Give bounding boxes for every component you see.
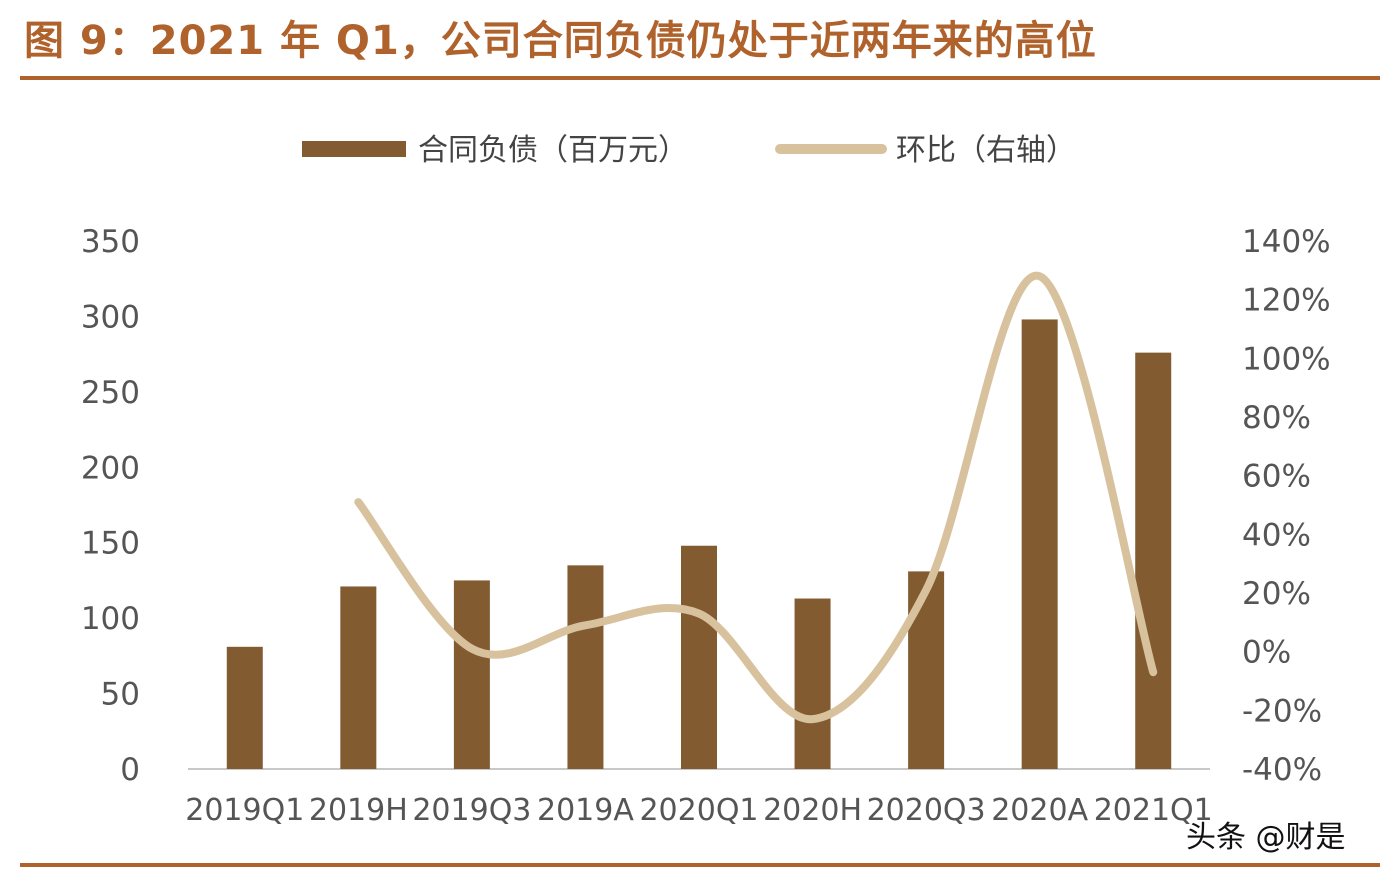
bar [1021, 319, 1058, 769]
legend-bar-swatch [302, 141, 406, 157]
right-tick-label: -40% [1242, 752, 1322, 788]
right-tick-label: 120% [1242, 283, 1331, 319]
top-rule [20, 76, 1380, 80]
legend-bar-label: 合同负债（百万元） [418, 133, 688, 168]
bar [1135, 352, 1172, 769]
watermark: 头条 @财是 [1186, 820, 1346, 855]
bar [908, 571, 945, 769]
left-tick-label: 150 [81, 526, 140, 562]
x-tick-label: 2019Q3 [412, 793, 531, 828]
bar [226, 646, 263, 769]
left-tick-label: 350 [81, 224, 140, 260]
x-tick-label: 2019Q1 [185, 793, 304, 828]
bottom-rule [20, 863, 1380, 867]
left-tick-label: 300 [81, 299, 140, 335]
left-tick-label: 50 [101, 677, 140, 713]
x-tick-label: 2020H [763, 793, 862, 828]
right-tick-label: 20% [1242, 576, 1311, 612]
left-tick-label: 250 [81, 375, 140, 411]
right-tick-label: 0% [1242, 635, 1291, 671]
right-tick-label: 60% [1242, 459, 1311, 495]
right-tick-label: -20% [1242, 693, 1322, 729]
left-tick-label: 100 [81, 601, 140, 637]
x-tick-label: 2019A [537, 793, 634, 828]
bar [567, 565, 604, 769]
right-tick-label: 140% [1242, 224, 1331, 260]
bar [794, 598, 831, 769]
right-tick-label: 100% [1242, 341, 1331, 377]
x-tick-label: 2020Q1 [639, 793, 758, 828]
x-tick-label: 2020Q3 [867, 793, 986, 828]
left-tick-label: 0 [120, 752, 140, 788]
legend-line-label: 环比（右轴） [896, 133, 1076, 168]
figure-title: 图 9：2021 年 Q1，公司合同负债仍处于近两年来的高位 [24, 18, 1097, 64]
left-tick-label: 200 [81, 450, 140, 486]
x-tick-label: 2019H [309, 793, 408, 828]
right-tick-label: 80% [1242, 400, 1311, 436]
bar [681, 545, 717, 769]
x-tick-label: 2021Q1 [1094, 793, 1213, 828]
right-tick-label: 40% [1242, 517, 1311, 553]
bar [453, 580, 490, 769]
bar [340, 586, 377, 769]
x-tick-label: 2020A [991, 793, 1088, 828]
